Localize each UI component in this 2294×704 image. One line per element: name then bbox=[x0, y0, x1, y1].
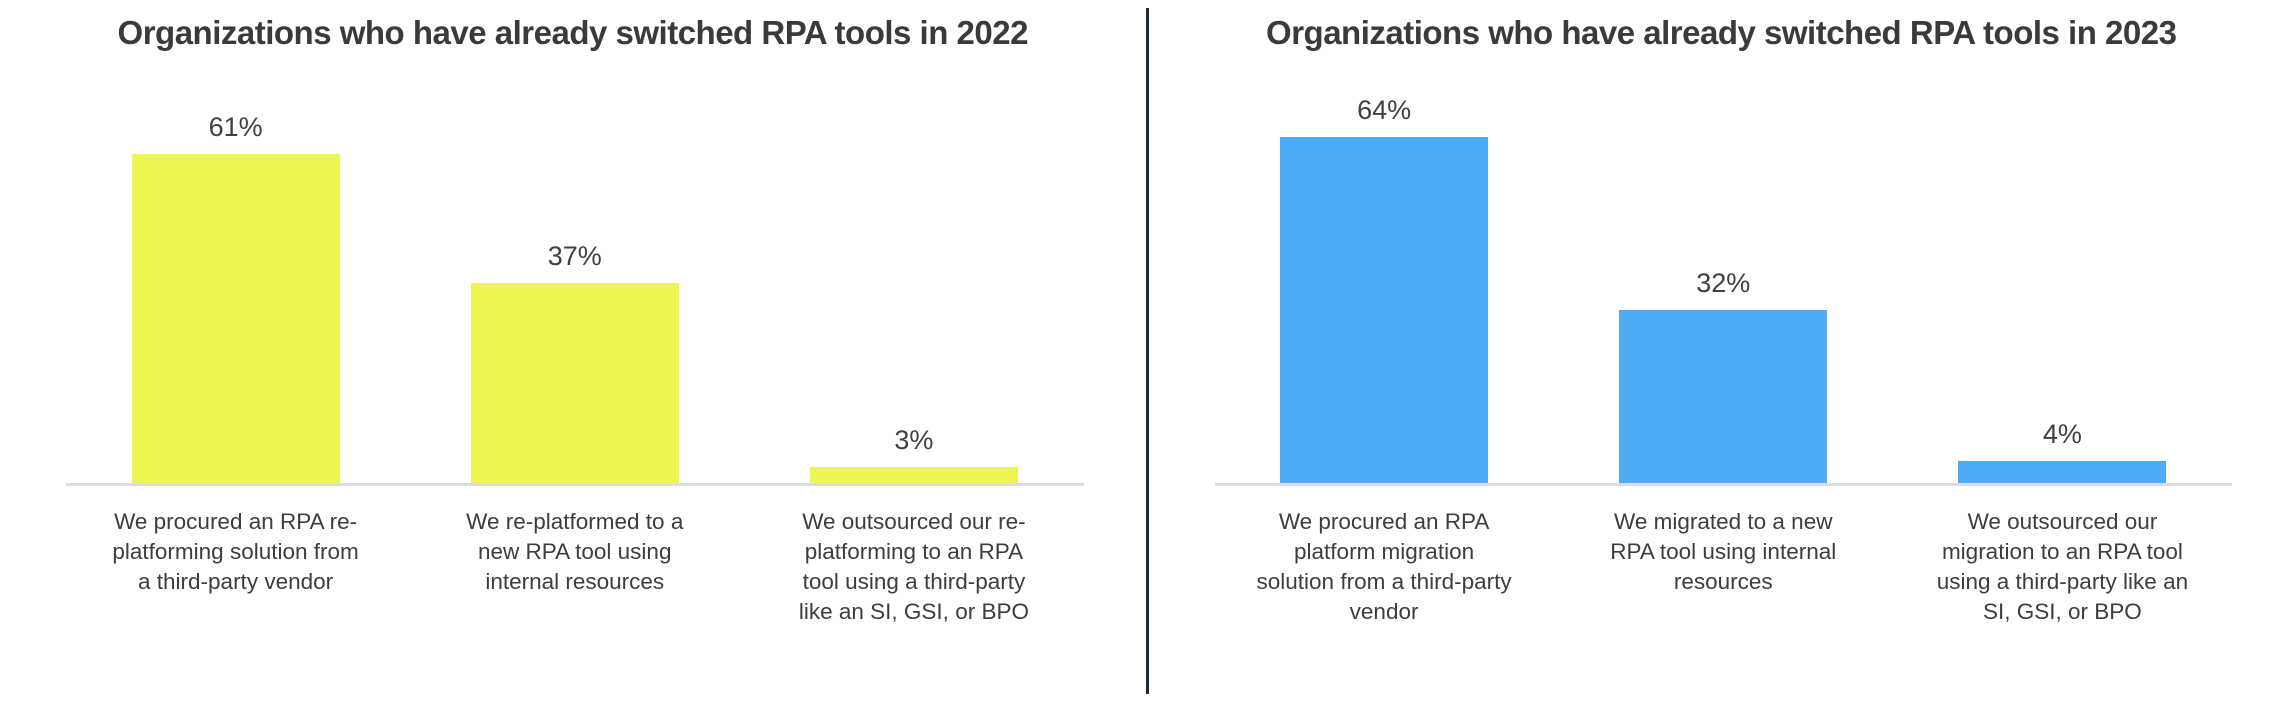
category-label: We procured an RPA platform migration so… bbox=[1256, 509, 1512, 624]
bar bbox=[1958, 461, 2167, 483]
bar-value-label: 64% bbox=[1357, 95, 1412, 125]
category-label: We re-platformed to a new RPA tool using… bbox=[466, 509, 684, 594]
chart-panel-2022: Organizations who have already switched … bbox=[0, 0, 1146, 704]
category-axis-2022: We procured an RPA re-platforming soluti… bbox=[66, 486, 1084, 627]
bar-column: 64% bbox=[1215, 95, 1554, 483]
category-label: We migrated to a new RPA tool using inte… bbox=[1610, 509, 1837, 594]
category-label: We outsourced our re-platforming to an R… bbox=[798, 509, 1029, 624]
category-label-cell: We outsourced our migration to an RPA to… bbox=[1893, 486, 2232, 627]
bar bbox=[131, 154, 340, 483]
bar-value-label: 4% bbox=[2042, 419, 2082, 449]
category-label: We procured an RPA re-platforming soluti… bbox=[112, 509, 359, 594]
chart-title-2022: Organizations who have already switched … bbox=[117, 14, 1029, 51]
bar-column: 32% bbox=[1554, 268, 1893, 483]
bar-value-label: 3% bbox=[894, 425, 934, 455]
category-label: We outsourced our migration to an RPA to… bbox=[1936, 509, 2189, 624]
category-label-cell: We procured an RPA platform migration so… bbox=[1215, 486, 1554, 627]
plot-area-2022: 61% 37% 3% bbox=[66, 52, 1084, 486]
category-label-cell: We procured an RPA re-platforming soluti… bbox=[66, 486, 405, 627]
bar-column: 61% bbox=[66, 112, 405, 483]
bar-value-label: 32% bbox=[1696, 268, 1751, 298]
bar bbox=[1280, 137, 1489, 483]
chart-panel-2023: Organizations who have already switched … bbox=[1149, 0, 2294, 704]
bar-value-label: 37% bbox=[547, 241, 602, 271]
bar bbox=[1619, 310, 1828, 483]
bar-column: 4% bbox=[1893, 419, 2232, 483]
bar-column: 37% bbox=[405, 241, 744, 483]
bar-value-label: 61% bbox=[208, 112, 263, 142]
bar bbox=[809, 467, 1018, 483]
bar-column: 3% bbox=[744, 425, 1083, 483]
chart-title-2023: Organizations who have already switched … bbox=[1266, 14, 2177, 51]
plot-area-2023: 64% 32% 4% bbox=[1214, 52, 2232, 486]
panel-divider-line bbox=[1145, 8, 1149, 694]
category-label-cell: We migrated to a new RPA tool using inte… bbox=[1554, 486, 1893, 627]
category-axis-2023: We procured an RPA platform migration so… bbox=[1215, 486, 2233, 627]
bar bbox=[470, 283, 679, 483]
category-label-cell: We outsourced our re-platforming to an R… bbox=[744, 486, 1083, 627]
category-label-cell: We re-platformed to a new RPA tool using… bbox=[405, 486, 744, 627]
